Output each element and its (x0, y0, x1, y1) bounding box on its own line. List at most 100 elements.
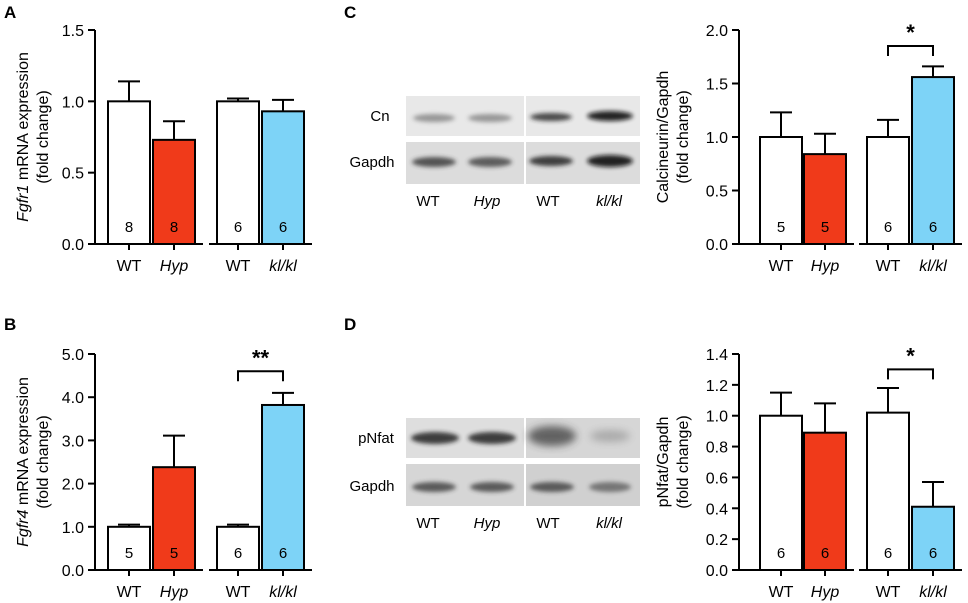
chart-a-n-label-3: 6 (234, 219, 242, 236)
blot-d-lane-3: WT (536, 515, 559, 532)
blot-d-gapdh-band-4 (589, 482, 631, 492)
blot-d-pnfat-band-3 (528, 426, 576, 446)
blot-c-cn-band-1 (413, 114, 455, 122)
chart-a-category-1: WT (117, 258, 142, 275)
blot-c-gapdh-band-2 (468, 157, 512, 167)
blot-c-cn-band-3 (530, 113, 572, 121)
chart-a-category-2: Hyp (160, 258, 189, 275)
chart-b-ytick-label-1: 0.0 (62, 563, 84, 580)
chart-c-n-label-4: 6 (929, 219, 937, 236)
chart-b-ytick-label-2: 1.0 (62, 520, 84, 537)
chart-b-ytick-label-6: 5.0 (62, 347, 84, 364)
chart-a-ytick-label-2: 0.5 (62, 166, 84, 183)
chart-d-significance-bracket (887, 368, 934, 380)
chart-b-bar-1 (107, 525, 151, 571)
chart-d-ytick-label-7: 1.2 (706, 378, 728, 395)
chart-d-ytick-label-5: 0.8 (706, 440, 728, 457)
chart-b-n-label-2: 5 (170, 545, 178, 562)
chart-b-significance-label: ** (252, 345, 270, 370)
chart-c-ytick-label-1: 0.0 (706, 237, 728, 254)
chart-d-ytick-label-4: 0.6 (706, 470, 728, 487)
chart-b-ylabel: Fgfr4 mRNA expression (15, 377, 32, 547)
chart-c-ylabel: Calcineurin/Gapdh (655, 71, 672, 204)
chart-c-ytick-label-2: 0.5 (706, 184, 728, 201)
blot-c-lane-2: Hyp (474, 193, 501, 210)
chart-d-ylabel-text: pNfat/Gapdh (655, 417, 672, 508)
chart-a-ylabel: Fgfr1 mRNA expression (15, 52, 32, 222)
chart-d-ytick-label-6: 1.0 (706, 409, 728, 426)
chart-a-ytick-label-1: 0.0 (62, 237, 84, 254)
chart-c-bar-1 (759, 136, 803, 245)
chart-b-ytick-label-3: 2.0 (62, 477, 84, 494)
chart-c-ylabel-text: Calcineurin/Gapdh (655, 71, 672, 204)
chart-d-ylabel: pNfat/Gapdh (655, 417, 672, 508)
chart-d-significance-label: * (906, 343, 915, 368)
chart-c-n-label-3: 6 (884, 219, 892, 236)
chart-d-ytick-label-1: 0.0 (706, 563, 728, 580)
blot-d-lane-4: kl/kl (596, 515, 623, 532)
panel-label-c: C (344, 3, 356, 22)
chart-d-n-label-1: 6 (777, 545, 785, 562)
blot-d-lane-1: WT (416, 515, 439, 532)
chart-a-category-4: kl/kl (269, 258, 297, 275)
chart-d: 6 WT 6 Hyp 6 WT 6 kl/kl 0.0 0.2 0.4 0.6 0.8 1.0 1.2 1.4… (655, 343, 962, 601)
chart-b-category-1: WT (117, 584, 142, 601)
chart-c-ylabel-line2: (fold change) (675, 90, 692, 183)
chart-b-ylabel-gene: Fgfr4 (15, 509, 32, 546)
blot-d-pnfat-band-2 (468, 432, 516, 444)
chart-c-bar-4 (911, 76, 955, 245)
blot-c-row-label-2: Gapdh (349, 154, 394, 171)
panel-label-d: D (344, 315, 356, 334)
chart-c-ytick-label-3: 1.0 (706, 130, 728, 147)
chart-c-ytick-label-4: 1.5 (706, 77, 728, 94)
chart-a-ytick-label-3: 1.0 (62, 94, 84, 111)
chart-b-ylabel-text: mRNA expression (15, 377, 32, 510)
chart-c: 5 WT 5 Hyp 6 WT 6 kl/kl 0.0 0.5 1.0 1.5 2.0 Calcineur… (655, 20, 962, 275)
blot-c-cn-band-2 (468, 114, 512, 122)
chart-a-ytick-label-4: 1.5 (62, 23, 84, 40)
chart-a-category-3: WT (226, 258, 251, 275)
chart-b-ytick-label-5: 4.0 (62, 390, 84, 407)
chart-c-n-label-1: 5 (777, 219, 785, 236)
chart-b-category-2: Hyp (160, 584, 189, 601)
chart-c-n-label-2: 5 (821, 219, 829, 236)
chart-a-bar-2 (152, 138, 196, 245)
chart-d-ylabel-line2: (fold change) (675, 415, 692, 508)
chart-d-n-label-3: 6 (884, 545, 892, 562)
chart-c-category-2: Hyp (811, 258, 840, 275)
chart-d-bar-3 (866, 411, 910, 571)
chart-d-bar-4 (911, 505, 955, 571)
blot-d-row-label-1: pNfat (358, 430, 395, 447)
chart-a-bar-4 (261, 110, 305, 245)
blot-d-gapdh-band-1 (412, 482, 456, 492)
chart-c-category-3: WT (876, 258, 901, 275)
chart-d-category-2: Hyp (811, 584, 840, 601)
chart-c-significance-bracket (887, 45, 934, 57)
chart-d-category-4: kl/kl (919, 584, 947, 601)
blot-d: pNfat Gapdh WT Hyp WT kl/kl (349, 418, 640, 532)
panel-label-b: B (4, 315, 16, 334)
blot-c-row-label-1: Cn (370, 108, 389, 125)
blot-c-lane-3: WT (536, 193, 559, 210)
blot-c-lane-4: kl/kl (596, 193, 623, 210)
chart-d-category-3: WT (876, 584, 901, 601)
chart-b-n-label-3: 6 (234, 545, 242, 562)
chart-b-ytick-label-4: 3.0 (62, 433, 84, 450)
blot-c-gapdh-band-3 (529, 156, 573, 166)
chart-b-bar-4 (261, 403, 305, 572)
blot-d-gapdh-band-3 (530, 482, 574, 492)
chart-b-category-4: kl/kl (269, 584, 297, 601)
chart-d-bar-1 (759, 414, 803, 572)
blot-d-pnfat-band-4 (590, 430, 630, 442)
blot-d-pnfat-band-1 (411, 432, 459, 444)
chart-a-ylabel-gene: Fgfr1 (15, 185, 32, 222)
chart-b-significance-bracket (237, 370, 284, 382)
chart-d-n-label-2: 6 (821, 545, 829, 562)
chart-d-ytick-label-3: 0.4 (706, 501, 728, 518)
blot-c-cn-band-4 (587, 111, 633, 121)
chart-a-ylabel-line2: (fold change) (35, 90, 52, 183)
chart-a-ylabel-text: mRNA expression (15, 52, 32, 185)
blot-c-gapdh-band-4 (587, 155, 633, 167)
